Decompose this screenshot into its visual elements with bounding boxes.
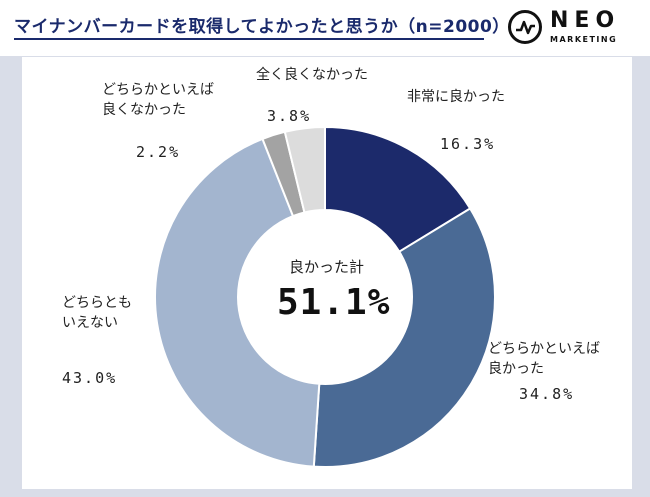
- slice-somewhat-good: [312, 207, 496, 468]
- slice-not-good-at-all: [283, 125, 326, 214]
- slice-value-very-good: 16.3%: [440, 135, 496, 153]
- slice-value-neutral: 43.0%: [62, 369, 118, 387]
- chart-title: マイナンバーカードを取得してよかったと思うか（n=2000）: [14, 17, 510, 37]
- chart-panel: 良かった計 51.1% 非常に良かった 16.3% どちらかといえば 良かった …: [22, 57, 632, 489]
- slice-value-not-good-at-all: 3.8%: [267, 107, 312, 125]
- slice-label-not-good-at-all: 全く良くなかった: [256, 67, 368, 83]
- header: マイナンバーカードを取得してよかったと思うか（n=2000） NEO MARKE…: [0, 0, 650, 56]
- neo-marketing-logo: NEO MARKETING: [508, 8, 628, 50]
- logo-mark-icon: [508, 10, 542, 44]
- slice-value-somewhat-bad: 2.2%: [136, 143, 181, 161]
- logo-subtext: MARKETING: [550, 35, 618, 44]
- slice-label-neutral-1: どちらとも: [62, 295, 132, 311]
- donut-chart: [154, 125, 496, 468]
- slice-label-somewhat-good-1: どちらかといえば: [488, 341, 600, 357]
- title-underline: [14, 38, 484, 40]
- slice-neutral: [154, 137, 321, 468]
- slice-label-very-good: 非常に良かった: [407, 89, 505, 105]
- logo-text: NEO: [550, 8, 621, 33]
- slice-label-neutral-2: いえない: [62, 315, 118, 331]
- slice-label-somewhat-bad-2: 良くなかった: [102, 102, 186, 118]
- slice-label-somewhat-bad-1: どちらかといえば: [102, 82, 214, 98]
- slice-label-somewhat-good-2: 良かった: [488, 361, 544, 377]
- slice-value-somewhat-good: 34.8%: [519, 385, 575, 403]
- slice-very-good: [324, 125, 472, 254]
- center-label: 良かった計: [289, 258, 365, 276]
- center-value: 51.1%: [277, 282, 391, 323]
